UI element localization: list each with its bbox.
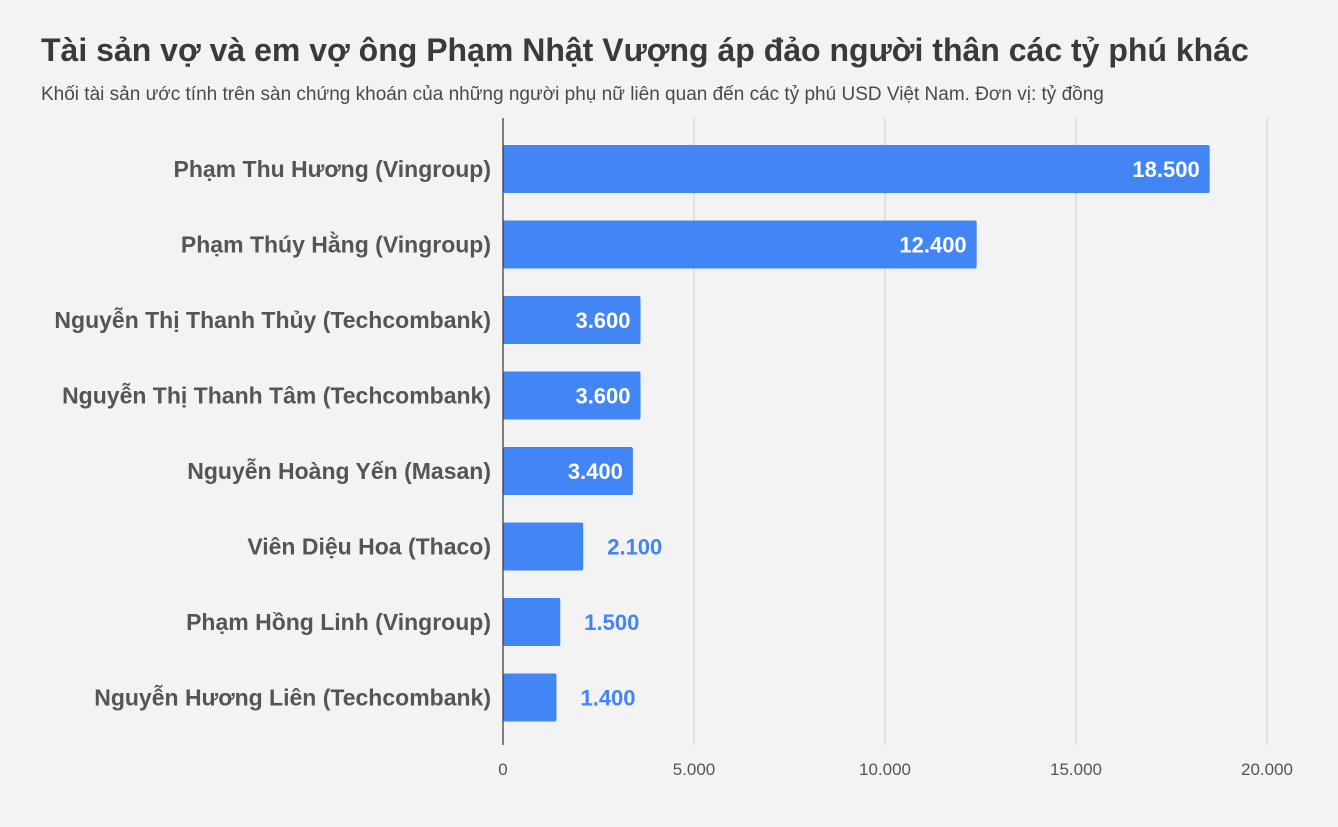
bar xyxy=(503,522,584,571)
bar xyxy=(503,145,1210,193)
bar xyxy=(503,447,633,495)
category-label: Nguyễn Hoàng Yến (Masan) xyxy=(187,457,491,484)
x-tick-label: 20.000 xyxy=(1241,760,1293,779)
data-label: 3.600 xyxy=(575,308,630,333)
data-label: 3.400 xyxy=(568,459,623,484)
x-tick-label: 0 xyxy=(498,760,507,779)
x-axis: 0 5.000 10.000 15.000 20.000 xyxy=(498,118,1293,779)
bar xyxy=(503,673,557,722)
data-label: 18.500 xyxy=(1132,157,1199,182)
category-label: Nguyễn Thị Thanh Tâm (Techcombank) xyxy=(62,382,491,409)
x-tick-label: 5.000 xyxy=(673,760,716,779)
category-label: Phạm Thu Hương (Vingroup) xyxy=(174,156,492,182)
category-label: Nguyễn Hương Liên (Techcombank) xyxy=(94,684,491,711)
category-label: Phạm Hồng Linh (Vingroup) xyxy=(186,609,491,635)
bars: 18.500 12.400 3.600 3.600 3.400 2.100 1.500 1.4… xyxy=(503,145,1210,722)
x-tick-label: 15.000 xyxy=(1050,760,1102,779)
data-label: 1.500 xyxy=(584,610,639,635)
x-tick-label: 10.000 xyxy=(859,760,911,779)
bar xyxy=(503,220,977,269)
data-label: 12.400 xyxy=(899,233,966,258)
data-label: 3.600 xyxy=(575,384,630,409)
bar xyxy=(503,296,641,344)
gridlines xyxy=(693,118,1268,745)
chart-title: Tài sản vợ và em vợ ông Phạm Nhật Vượng … xyxy=(41,32,1249,68)
data-label: 1.400 xyxy=(580,686,635,711)
bar xyxy=(503,598,561,646)
category-label: Nguyễn Thị Thanh Thủy (Techcombank) xyxy=(54,306,491,333)
bar xyxy=(503,371,641,420)
category-label: Viên Diệu Hoa (Thaco) xyxy=(247,534,491,560)
data-label: 2.100 xyxy=(607,535,662,560)
chart-subtitle: Khối tài sản ước tính trên sàn chứng kho… xyxy=(41,84,1104,105)
category-label: Phạm Thúy Hằng (Vingroup) xyxy=(181,231,491,258)
category-labels: Phạm Thu Hương (Vingroup) Phạm Thúy Hằng … xyxy=(54,156,491,711)
